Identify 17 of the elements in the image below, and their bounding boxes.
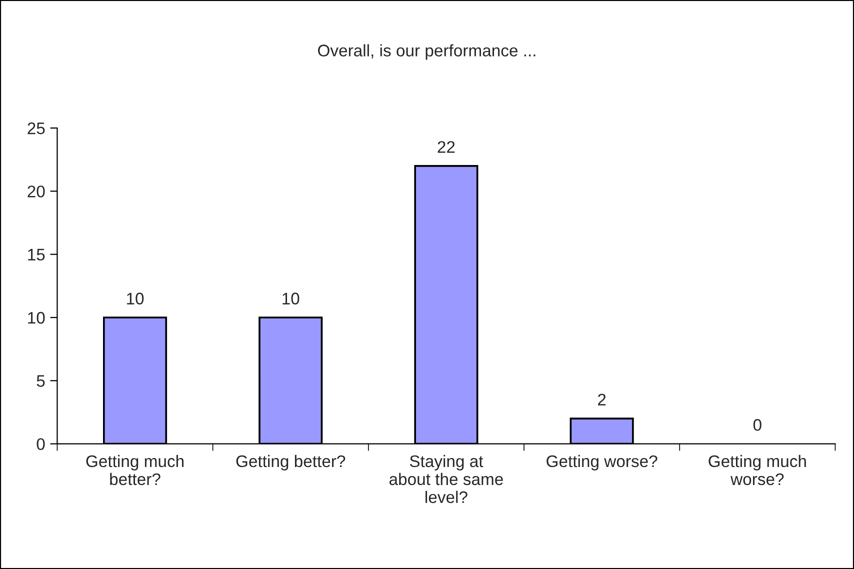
data-label: 0 [753,419,762,431]
y-tick-label: 20 [28,186,45,198]
chart-title: Overall, is our performance ... [318,44,536,60]
data-label: 10 [282,292,300,304]
y-tick-label: 0 [36,438,45,450]
data-label: 2 [598,394,606,406]
data-label: 22 [438,141,455,153]
y-tick-label: 25 [28,122,45,134]
x-tick-label: Staying at about the same level? [389,454,503,504]
y-tick-label: 10 [28,312,45,324]
y-tick-label: 15 [28,248,45,261]
x-tick-label: Getting much better? [86,454,184,486]
x-tick-label: Getting better? [236,454,346,470]
x-tick-label: Getting worse? [546,454,658,470]
y-tick-label: 5 [36,375,45,387]
x-tick-label: Getting much worse? [708,454,806,486]
data-label: 10 [127,292,144,304]
